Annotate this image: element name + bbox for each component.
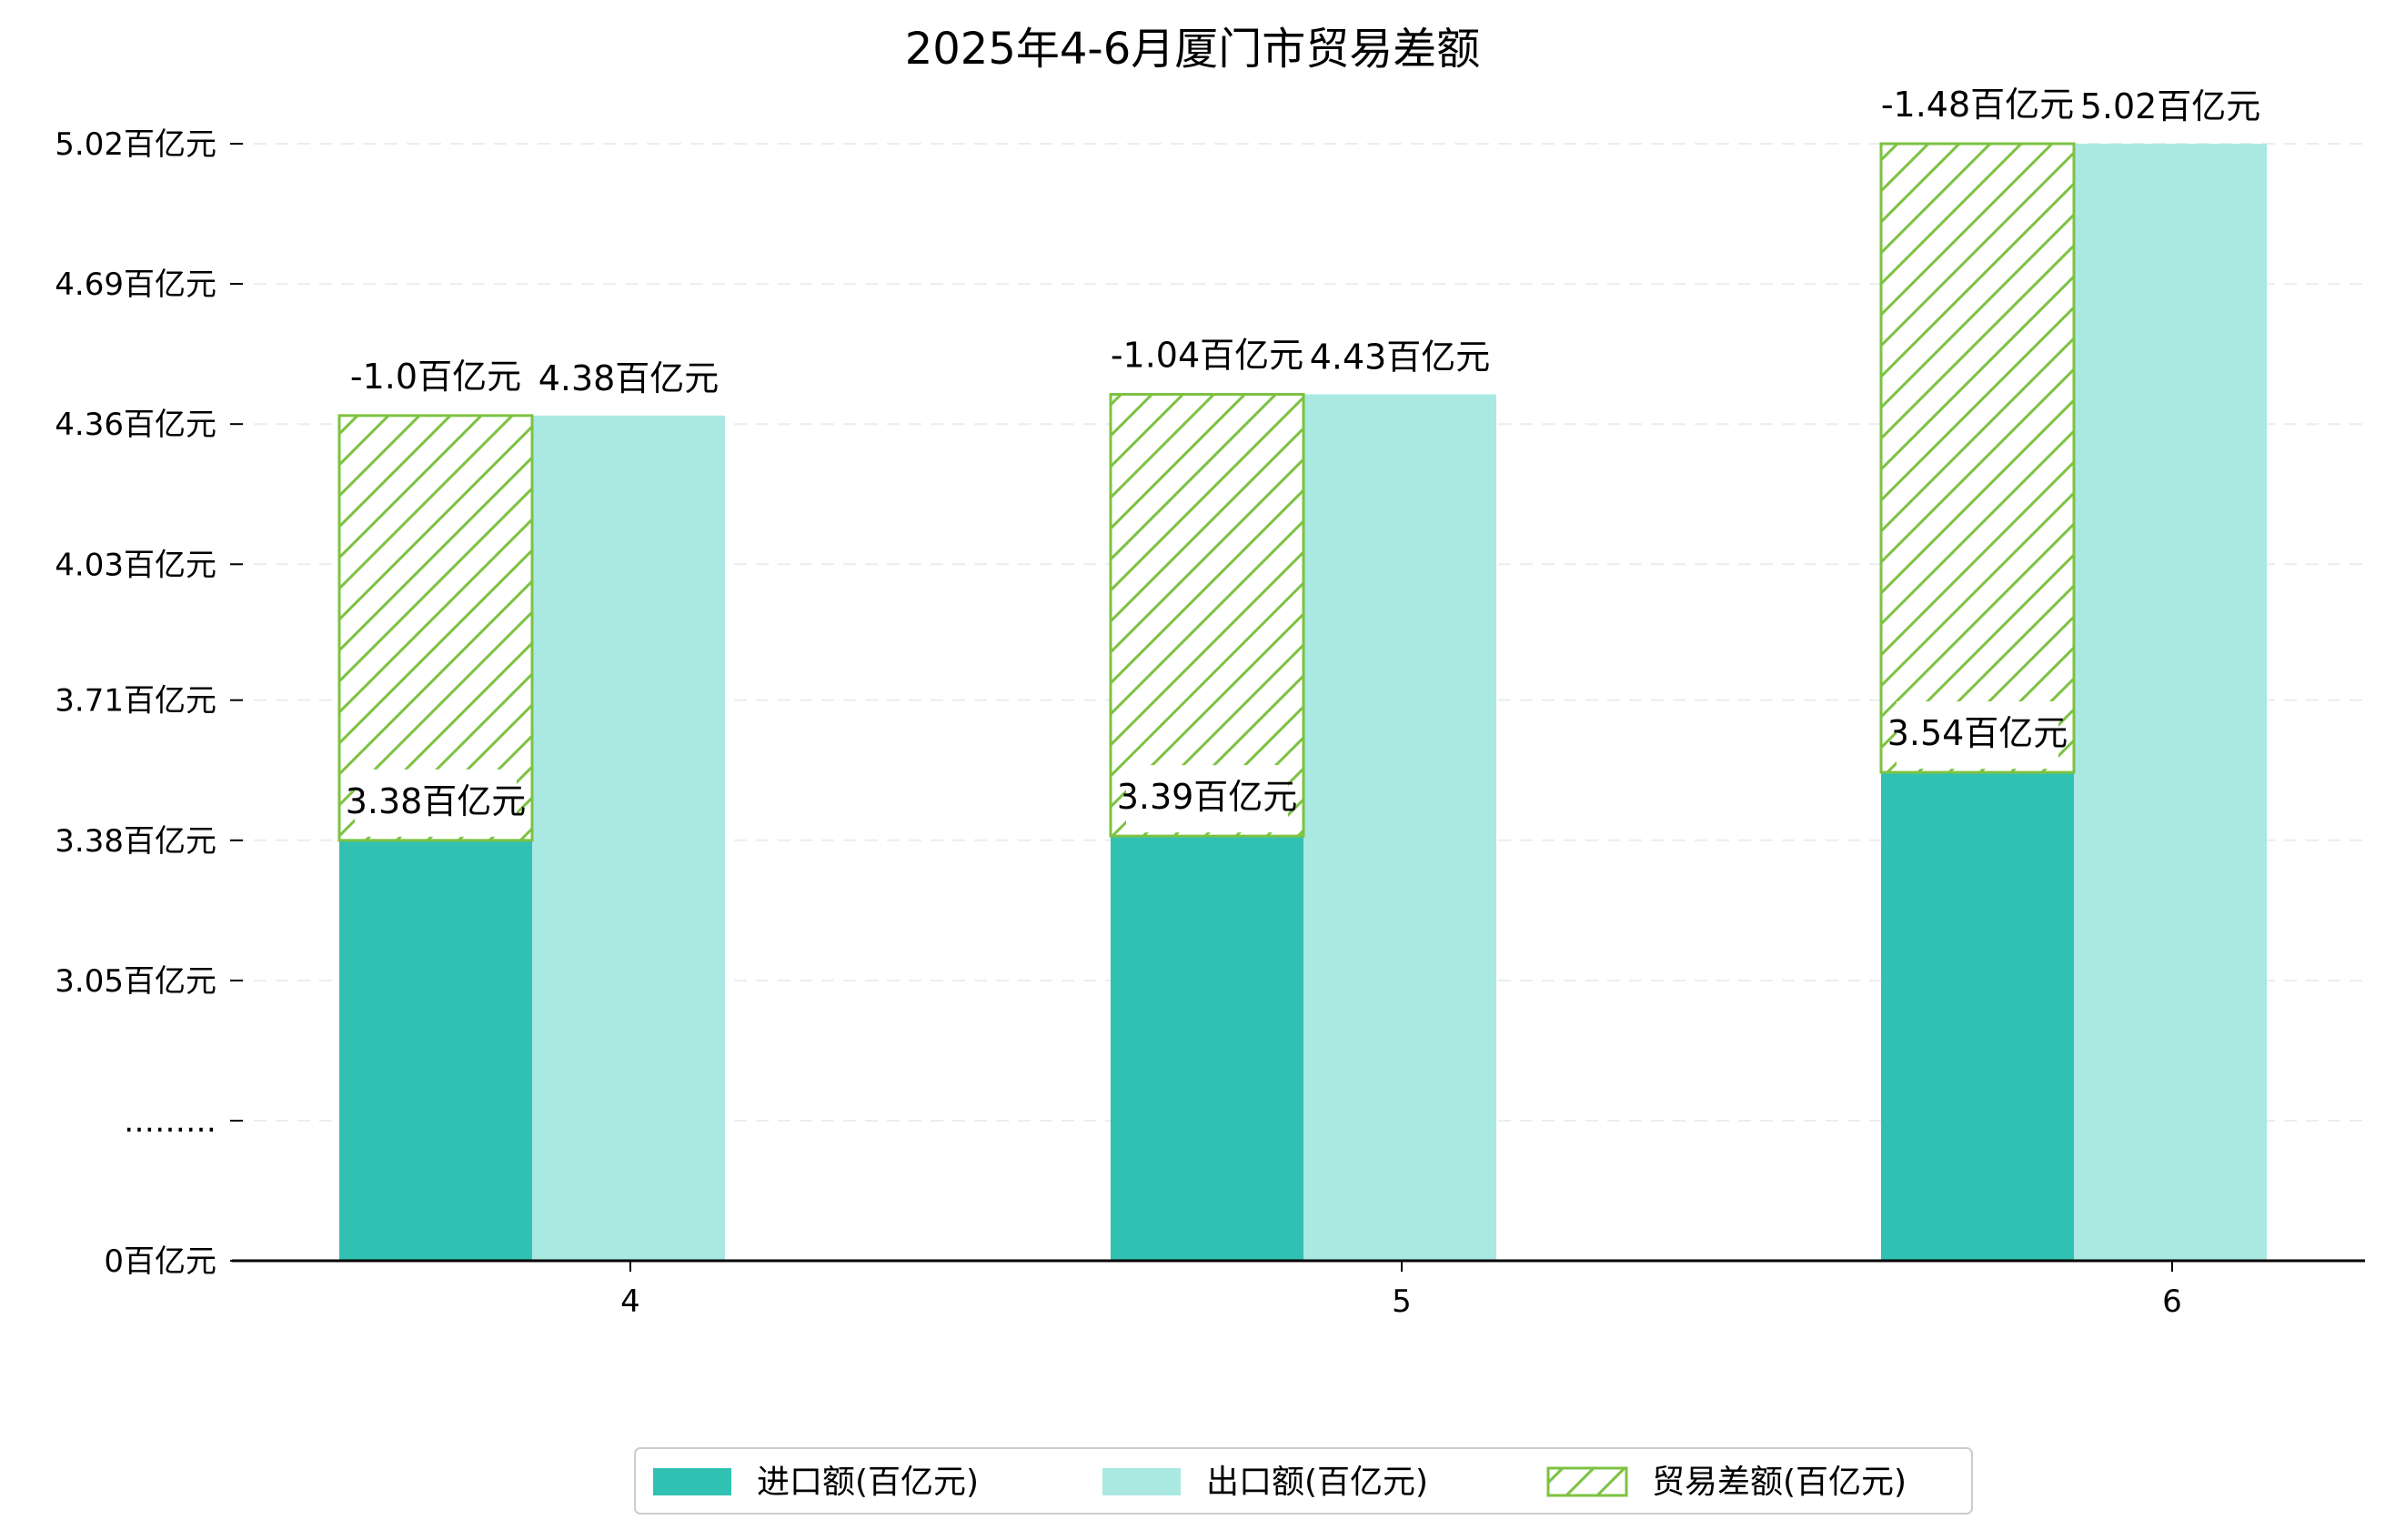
y-tick-label: 3.71百亿元	[55, 683, 216, 720]
export-value-label-bg	[2089, 75, 2251, 142]
legend-label: 进口额(百亿元)	[757, 1464, 979, 1501]
import-bar	[1881, 772, 2074, 1261]
export-value-label: 5.02百亿元	[2080, 86, 2261, 126]
balance-bar	[1109, 393, 1305, 838]
legend-label: 出口额(百亿元)	[1206, 1464, 1428, 1501]
import-value-label-bg	[1897, 701, 2058, 770]
axes: 0百亿元 ……… 3.05百亿元 3.38百亿元 3.71百亿元 4.03百亿元 4.36百…	[55, 126, 2365, 1320]
balance-value-label: -1.0百亿元	[350, 357, 521, 397]
balance-value-label-bg	[1887, 73, 2068, 140]
import-bar	[1111, 836, 1303, 1261]
import-value-label-bg	[1126, 765, 1288, 833]
y-tick-label: 4.36百亿元	[55, 407, 216, 443]
balance-value-label-bg	[1116, 323, 1298, 391]
balance-value-label: -1.04百亿元	[1111, 336, 1303, 376]
export-value-label-bg	[1319, 325, 1481, 393]
balance-value-label: -1.48百亿元	[1881, 85, 2074, 125]
x-tick-label: 6	[2162, 1283, 2182, 1320]
bars	[337, 142, 2267, 1261]
export-bar	[532, 415, 725, 1261]
import-value-label: 3.38百亿元	[346, 781, 527, 821]
x-tick-label: 5	[1392, 1283, 1412, 1320]
y-tick-label: 4.69百亿元	[55, 267, 216, 303]
legend-swatch	[1546, 1466, 1628, 1497]
chart-title: 2025年4-6月厦门市贸易差额	[905, 24, 1481, 75]
y-tick-label: ………	[124, 1103, 216, 1140]
y-tick-label: 3.38百亿元	[55, 823, 216, 860]
import-value-label: 3.39百亿元	[1117, 777, 1298, 817]
x-tick-label: 4	[620, 1283, 640, 1320]
legend-label: 贸易差额(百亿元)	[1652, 1464, 1907, 1501]
import-bar	[339, 840, 532, 1261]
balance-bar	[1879, 142, 2076, 774]
balance-value-label-bg	[355, 344, 517, 412]
import-value-label: 3.54百亿元	[1887, 713, 2068, 753]
export-value-label-bg	[548, 346, 709, 414]
y-tick-label: 0百亿元	[104, 1243, 216, 1280]
bar-labels: 3.38百亿元 4.38百亿元 -1.0百亿元 3.39百亿元 4.43百亿元-1.04…	[346, 73, 2261, 837]
legend: 进口额(百亿元) 出口额(百亿元) 贸易差额(百亿元)	[634, 1447, 1973, 1515]
export-value-label: 4.38百亿元	[538, 358, 720, 398]
y-tick-label: 4.03百亿元	[55, 547, 216, 583]
export-value-label: 4.43百亿元	[1310, 337, 1491, 377]
y-tick-label: 5.02百亿元	[55, 126, 216, 163]
export-bar	[1303, 394, 1496, 1261]
legend-frame	[634, 1447, 1973, 1515]
export-bar	[2074, 144, 2267, 1261]
import-value-label-bg	[355, 769, 517, 837]
y-tick-label: 3.05百亿元	[55, 963, 216, 1000]
legend-swatch	[653, 1468, 731, 1495]
legend-swatch	[1102, 1468, 1181, 1495]
